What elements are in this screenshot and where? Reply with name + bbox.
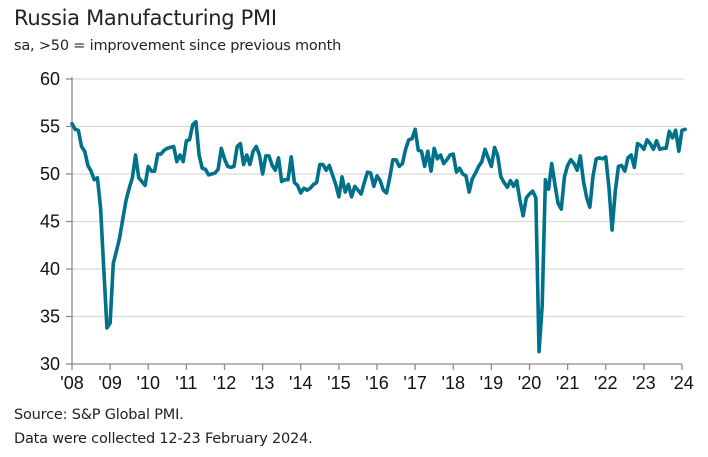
x-tick-label-10: '10 bbox=[137, 373, 160, 393]
x-tick-label-09: '09 bbox=[98, 373, 121, 393]
data-points bbox=[72, 122, 685, 352]
y-tick-label-30: 30 bbox=[40, 354, 60, 374]
x-tick-label-21: '21 bbox=[556, 373, 579, 393]
x-tick-label-17: '17 bbox=[403, 373, 426, 393]
x-tick-label-24: '24 bbox=[670, 373, 693, 393]
x-tick-label-22: '22 bbox=[594, 373, 617, 393]
x-tick-label-14: '14 bbox=[289, 373, 312, 393]
x-tick-label-20: '20 bbox=[518, 373, 541, 393]
series-layer bbox=[70, 119, 687, 354]
x-tick-label-15: '15 bbox=[327, 373, 350, 393]
y-tick-label-50: 50 bbox=[40, 164, 60, 184]
source-note: Source: S&P Global PMI. bbox=[14, 407, 184, 423]
collection-note: Data were collected 12-23 February 2024. bbox=[14, 431, 313, 447]
y-tick-label-45: 45 bbox=[40, 212, 60, 232]
y-tick-label-35: 35 bbox=[40, 307, 60, 327]
x-tick-label-18: '18 bbox=[442, 373, 465, 393]
x-tick-label-19: '19 bbox=[480, 373, 503, 393]
x-tick-label-16: '16 bbox=[365, 373, 388, 393]
x-tick-label-12: '12 bbox=[213, 373, 236, 393]
y-tick-label-55: 55 bbox=[40, 117, 60, 137]
x-tick-label-11: '11 bbox=[175, 373, 197, 393]
axes bbox=[71, 77, 682, 365]
chart-title: Russia Manufacturing PMI bbox=[14, 6, 277, 30]
x-tick-label-23: '23 bbox=[632, 373, 655, 393]
x-tick-label-13: '13 bbox=[251, 373, 274, 393]
x-tick-label-08: '08 bbox=[60, 373, 83, 393]
series-line-pmi bbox=[70, 119, 687, 354]
y-tick-label-60: 60 bbox=[40, 69, 60, 89]
x-axis-ticks: '08 '09 '10 '11 '12 '13 '14 '15 '16 '17 '18 '19 '20 '… bbox=[60, 364, 694, 393]
chart-subtitle: sa, >50 = improvement since previous mon… bbox=[14, 38, 342, 54]
y-axis-ticks: 30 35 40 45 50 55 60 bbox=[40, 69, 72, 374]
y-tick-label-40: 40 bbox=[40, 259, 60, 279]
